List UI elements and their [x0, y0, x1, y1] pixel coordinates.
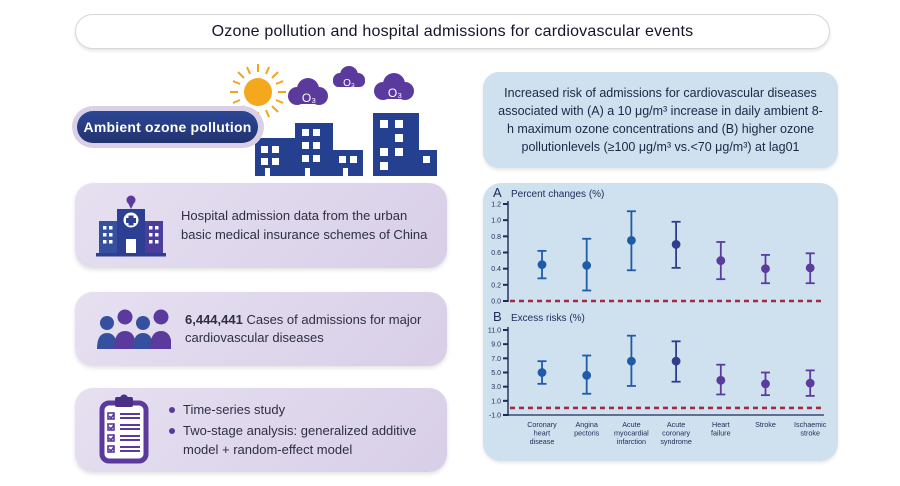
y-tick-label: 0.0	[491, 299, 501, 306]
people-icon	[95, 305, 171, 353]
ozone-badge: Ambient ozone pollution	[77, 111, 258, 143]
clipboard-icon	[95, 394, 153, 466]
study-design-item-2: Two-stage analysis: generalized additive…	[167, 422, 429, 458]
estimate-dot	[716, 256, 726, 265]
card-cases-text: 6,444,441 Cases of admissions for major …	[185, 311, 429, 347]
estimate-dot	[805, 263, 815, 273]
summary-text: Increased risk of admissions for cardiov…	[498, 85, 823, 155]
y-tick-label: 7.0	[491, 356, 501, 363]
summary-box: Increased risk of admissions for cardiov…	[483, 72, 838, 168]
ozone-city-illustration: O₃ O₃ O₃	[225, 58, 440, 176]
estimate-dot	[627, 235, 636, 245]
ozone-label: O₃	[343, 78, 355, 89]
y-tick-label: -1.0	[489, 413, 501, 420]
panel-B-label: B	[493, 309, 502, 324]
estimate-dot	[671, 356, 681, 366]
hospital-icon	[95, 193, 167, 259]
y-tick-label: 0.6	[491, 250, 501, 257]
estimate-dot	[582, 370, 592, 380]
category-label: Stroke	[755, 420, 776, 429]
y-tick-label: 1.0	[491, 398, 501, 405]
study-design-list: Time-series study Two-stage analysis: ge…	[167, 398, 429, 462]
y-tick-label: 1.2	[491, 202, 501, 209]
estimate-dot	[537, 260, 547, 270]
ozone-label: O₃	[388, 86, 402, 100]
page-title-text: Ozone pollution and hospital admissions …	[211, 22, 694, 40]
category-label: Ischaemic stroke	[794, 420, 827, 438]
y-tick-label: 9.0	[491, 342, 501, 349]
y-tick-label: 0.2	[491, 282, 501, 289]
ozone-cloud-2-icon: O₃	[333, 66, 365, 89]
estimate-dot	[582, 261, 592, 270]
card-hospital-text: Hospital admission data from the urban b…	[181, 208, 428, 242]
category-label: Acute myocardial infarction	[614, 420, 649, 446]
page-title: Ozone pollution and hospital admissions …	[75, 14, 830, 49]
estimate-dot	[805, 378, 815, 388]
forest-plot-panel: A Percent changes (%) 0.0 0.2 0.4 0.6 0.8 1.0 1.…	[483, 183, 838, 461]
ozone-label: O₃	[302, 91, 316, 105]
category-label: Acute coronary syndrome	[660, 420, 692, 446]
study-design-item-1: Time-series study	[167, 401, 429, 419]
y-tick-label: 3.0	[491, 384, 501, 391]
ozone-badge-label: Ambient ozone pollution	[83, 119, 252, 135]
y-tick-label: 0.4	[491, 266, 501, 273]
estimate-dot	[627, 356, 636, 366]
cases-count-label: Cases of admissions for major cardiovasc…	[185, 311, 422, 345]
y-tick-label: 1.0	[491, 218, 501, 225]
chart-canvas: A Percent changes (%) 0.0 0.2 0.4 0.6 0.8 1.0 1.…	[483, 183, 838, 461]
estimate-dot	[671, 240, 681, 249]
city-buildings-icon	[255, 113, 437, 176]
category-label: Heart failure	[711, 420, 731, 438]
estimate-dot	[761, 264, 770, 274]
cases-count-value: 6,444,441	[185, 311, 243, 327]
card-study-design: Time-series study Two-stage analysis: ge…	[75, 388, 447, 472]
y-tick-label: 0.8	[491, 234, 501, 241]
panel-A-title: Percent changes (%)	[511, 189, 604, 200]
y-tick-label: 11.0	[488, 328, 501, 335]
panel-A-label: A	[493, 185, 502, 200]
estimate-dot	[761, 379, 770, 389]
estimate-dot	[716, 375, 726, 385]
panel-B-title: Excess risks (%)	[511, 313, 585, 324]
estimate-dot	[537, 368, 547, 377]
card-hospital-data: Hospital admission data from the urban b…	[75, 183, 447, 268]
category-label: Coronary heart disease	[527, 420, 557, 446]
ozone-cloud-1-icon: O₃	[288, 78, 328, 105]
y-tick-label: 5.0	[491, 370, 501, 377]
category-label: Angina pectoris	[574, 420, 600, 438]
ozone-cloud-3-icon: O₃	[374, 73, 414, 100]
card-cases-count: 6,444,441 Cases of admissions for major …	[75, 292, 447, 366]
